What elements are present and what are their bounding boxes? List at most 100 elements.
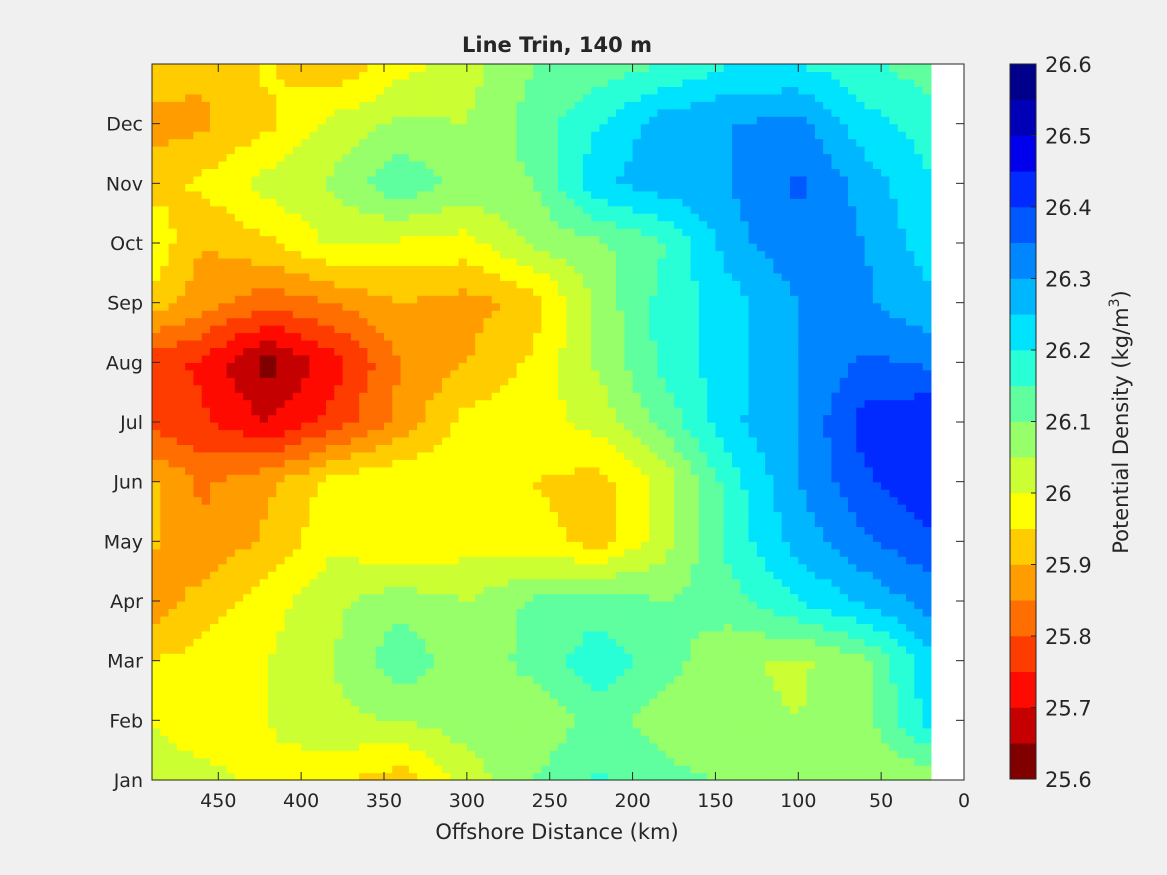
density-cell (848, 720, 857, 729)
density-cell (400, 504, 410, 513)
density-cell (864, 586, 874, 595)
density-cell (831, 474, 841, 483)
density-cell (292, 436, 302, 445)
density-cell (417, 608, 427, 617)
density-cell (301, 750, 311, 759)
density-cell (243, 377, 253, 386)
density-cell (723, 727, 733, 736)
density-cell (284, 645, 294, 654)
density-cell (193, 593, 203, 602)
density-cell (599, 720, 609, 729)
density-cell (475, 392, 485, 401)
density-cell (392, 742, 402, 751)
density-cell (616, 727, 625, 736)
density-cell (566, 451, 576, 460)
density-cell (185, 765, 195, 774)
density-cell (856, 772, 866, 781)
density-cell (889, 496, 899, 505)
density-cell (624, 742, 634, 751)
density-cell (516, 384, 526, 393)
density-cell (334, 481, 344, 490)
density-cell (922, 772, 932, 781)
density-cell (309, 384, 319, 393)
density-cell (748, 571, 758, 580)
density-cell (649, 638, 659, 647)
density-cell (790, 630, 799, 639)
density-cell (756, 660, 766, 669)
density-cell (458, 593, 468, 602)
density-cell (674, 712, 683, 721)
density-cell (616, 601, 625, 610)
density-cell (674, 668, 683, 677)
density-cell (193, 608, 203, 617)
density-cell (367, 563, 377, 572)
density-cell (831, 757, 841, 766)
density-cell (682, 444, 692, 453)
density-cell (690, 638, 700, 647)
density-cell (582, 645, 592, 654)
density-cell (715, 593, 725, 602)
density-cell (864, 451, 874, 460)
density-cell (773, 630, 783, 639)
density-cell (243, 407, 253, 416)
density-cell (814, 750, 824, 759)
density-cell (773, 735, 783, 744)
density-cell (823, 571, 833, 580)
density-cell (790, 481, 799, 490)
density-cell (864, 742, 874, 751)
density-cell (541, 586, 551, 595)
density-cell (176, 653, 186, 662)
density-cell (417, 623, 427, 632)
density-cell (152, 586, 161, 595)
density-cell (640, 451, 650, 460)
density-cell (350, 683, 360, 692)
density-cell (292, 578, 302, 587)
density-cell (624, 407, 634, 416)
density-cell (566, 712, 576, 721)
density-cell (922, 556, 932, 565)
density-cell (176, 720, 186, 729)
density-cell (152, 727, 161, 736)
density-cell (781, 392, 791, 401)
density-cell (350, 668, 360, 677)
density-cell (251, 735, 261, 744)
density-cell (483, 705, 493, 714)
density-cell (881, 399, 891, 408)
density-cell (607, 712, 617, 721)
density-cell (773, 563, 783, 572)
density-cell (326, 578, 335, 587)
density-cell (765, 444, 775, 453)
density-cell (566, 601, 576, 610)
density-cell (657, 705, 667, 714)
density-cell (309, 407, 319, 416)
density-cell (342, 735, 352, 744)
density-cell (781, 414, 791, 423)
density-cell (665, 705, 675, 714)
density-cell (814, 742, 824, 751)
density-cell (748, 556, 758, 565)
density-cell (566, 765, 576, 774)
density-cell (483, 548, 493, 557)
density-cell (574, 407, 584, 416)
density-cell (798, 407, 808, 416)
density-cell (881, 772, 891, 781)
density-cell (773, 720, 783, 729)
density-cell (243, 429, 253, 438)
density-cell (450, 601, 460, 610)
density-cell (640, 474, 650, 483)
density-cell (268, 727, 277, 736)
density-cell (276, 504, 286, 513)
density-cell (806, 466, 816, 475)
density-cell (657, 765, 667, 774)
density-cell (466, 451, 476, 460)
density-cell (524, 384, 534, 393)
density-cell (682, 697, 692, 707)
density-cell (533, 466, 543, 475)
density-cell (408, 653, 418, 662)
density-cell (234, 466, 244, 475)
density-cell (226, 772, 236, 781)
density-cell (259, 533, 269, 542)
density-cell (408, 742, 418, 751)
density-cell (234, 541, 244, 550)
density-cell (210, 630, 219, 639)
